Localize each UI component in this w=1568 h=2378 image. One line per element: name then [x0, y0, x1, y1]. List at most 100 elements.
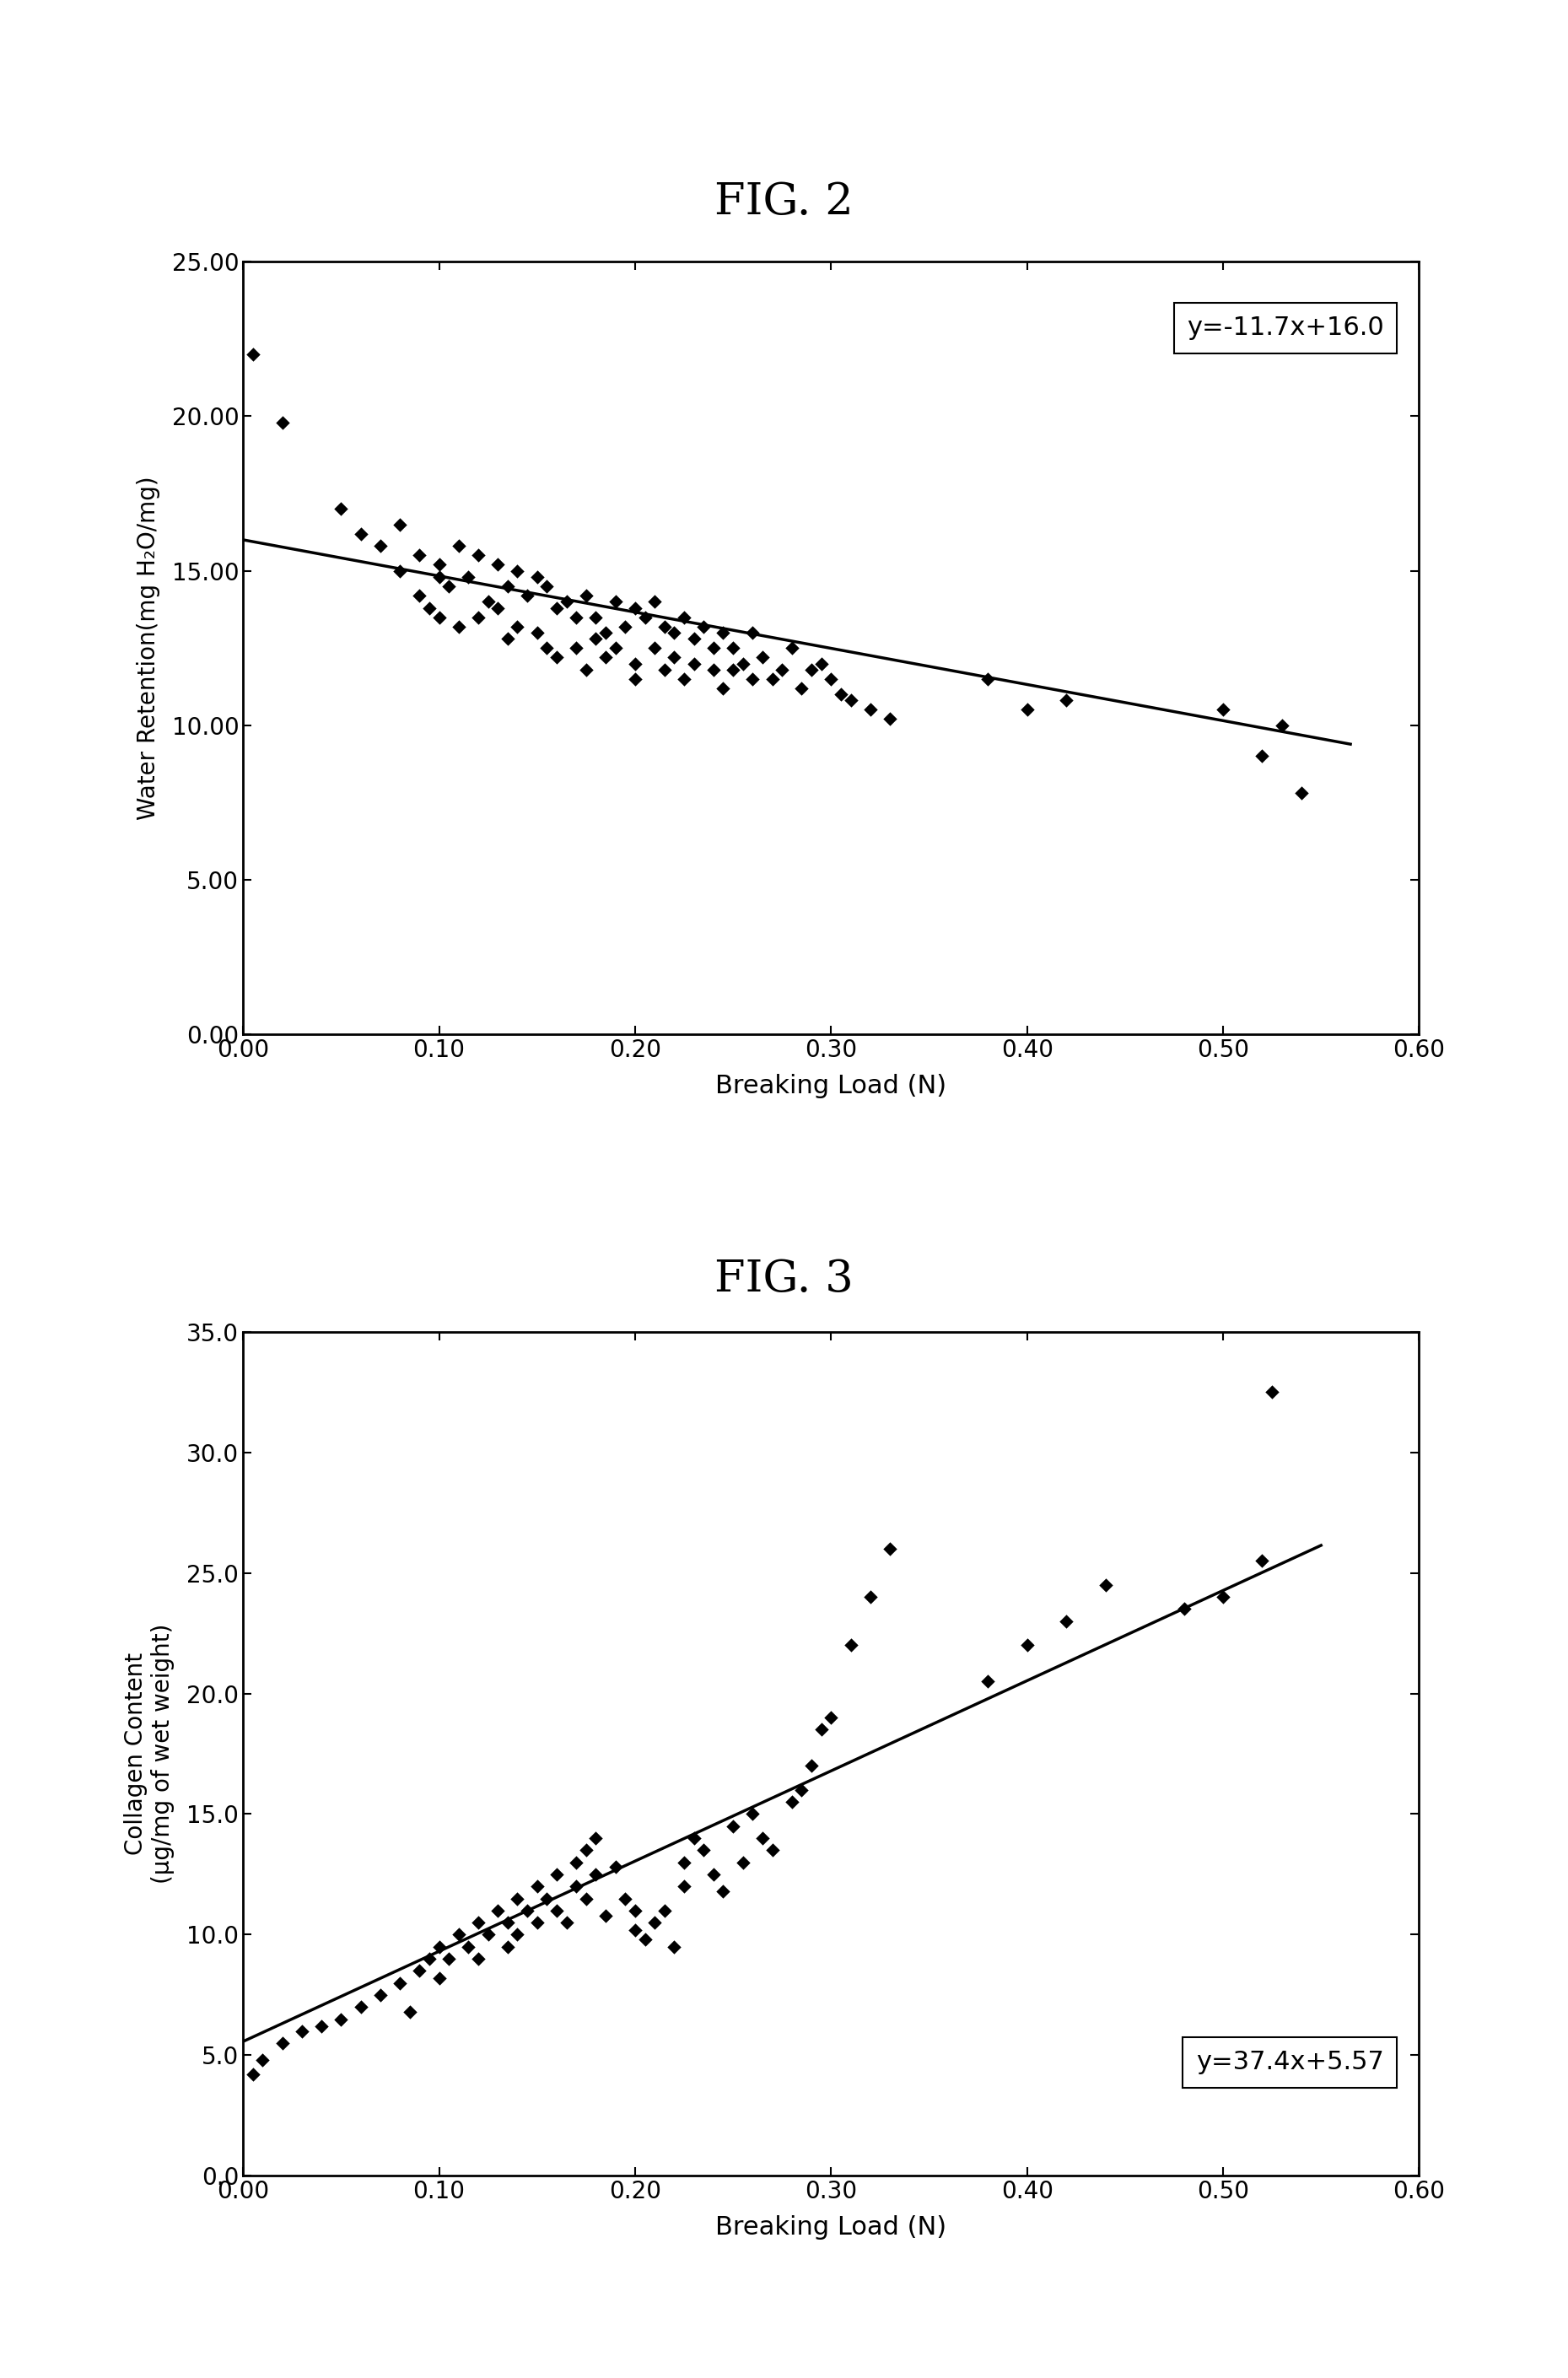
Point: [505, 1879, 530, 1917]
X-axis label: Breaking Load (N): Breaking Load (N): [715, 1075, 947, 1099]
Point: [505, 1917, 530, 1955]
Point: [740, 614, 765, 652]
Point: [309, 2007, 334, 2045]
Point: [613, 1879, 638, 1917]
Point: [641, 1902, 666, 1940]
Point: [602, 630, 627, 668]
Point: [632, 599, 657, 637]
Point: [535, 568, 560, 606]
Point: [622, 661, 648, 699]
Point: [387, 552, 412, 590]
Point: [544, 1855, 569, 1893]
Point: [445, 1917, 470, 1955]
Point: [574, 575, 599, 614]
Point: [662, 614, 687, 652]
Point: [1210, 1579, 1236, 1617]
Point: [837, 1627, 862, 1665]
Point: [270, 2024, 295, 2062]
Point: [809, 1710, 834, 1748]
Point: [809, 644, 834, 682]
Point: [426, 1959, 452, 1998]
Point: [583, 621, 608, 659]
Point: [240, 335, 265, 373]
Point: [564, 1843, 590, 1881]
Point: [652, 606, 677, 644]
Point: [505, 606, 530, 644]
Point: [426, 545, 452, 583]
Point: [387, 1964, 412, 2002]
Point: [495, 1902, 521, 1940]
Point: [574, 652, 599, 690]
Point: [720, 1807, 746, 1845]
Point: [602, 1848, 627, 1886]
Point: [535, 630, 560, 668]
Point: [495, 621, 521, 659]
Point: [1093, 1567, 1118, 1605]
Text: y=37.4x+5.57: y=37.4x+5.57: [1196, 2050, 1383, 2074]
Point: [583, 1819, 608, 1857]
Point: [789, 668, 814, 706]
Point: [466, 1940, 491, 1978]
Point: [426, 1929, 452, 1967]
Point: [1250, 1541, 1275, 1579]
Point: [574, 1831, 599, 1869]
Point: [417, 1940, 442, 1978]
Point: [564, 1867, 590, 1905]
Point: [720, 630, 746, 668]
Point: [641, 630, 666, 668]
Point: [328, 490, 353, 528]
Point: [622, 1912, 648, 1950]
Point: [1250, 737, 1275, 775]
Point: [544, 1891, 569, 1929]
Point: [514, 1891, 539, 1929]
Point: [289, 2012, 314, 2050]
Point: [710, 614, 735, 652]
Point: [1014, 692, 1040, 730]
Point: [975, 661, 1000, 699]
Point: [486, 1891, 511, 1929]
Point: [681, 644, 706, 682]
Point: [701, 1855, 726, 1893]
Point: [1054, 682, 1079, 721]
Point: [671, 661, 696, 699]
Point: [466, 1902, 491, 1940]
Point: [779, 1784, 804, 1822]
Point: [456, 559, 481, 597]
Point: [671, 1867, 696, 1905]
Point: [878, 1529, 903, 1567]
Point: [535, 1879, 560, 1917]
Point: [818, 661, 844, 699]
Point: [417, 590, 442, 628]
Point: [731, 644, 756, 682]
Point: [583, 1855, 608, 1893]
Point: [681, 1819, 706, 1857]
Point: [466, 599, 491, 637]
Point: [1270, 706, 1295, 744]
Point: [495, 1929, 521, 1967]
Point: [691, 1831, 717, 1869]
Point: [622, 644, 648, 682]
Point: [740, 1795, 765, 1833]
Point: [406, 575, 431, 614]
Point: [524, 559, 549, 597]
Point: [622, 1891, 648, 1929]
Point: [691, 606, 717, 644]
Point: [1054, 1603, 1079, 1641]
Point: [367, 528, 392, 566]
Point: [731, 1843, 756, 1881]
Point: [475, 1917, 500, 1955]
Point: [858, 692, 883, 730]
Point: [878, 699, 903, 737]
Point: [593, 1895, 618, 1933]
Point: [662, 637, 687, 675]
Point: [367, 1976, 392, 2014]
Point: [270, 404, 295, 442]
Point: [641, 583, 666, 621]
Point: [613, 606, 638, 644]
Point: [593, 637, 618, 675]
Text: FIG. 2: FIG. 2: [715, 181, 853, 224]
Point: [524, 1902, 549, 1940]
Point: [740, 661, 765, 699]
Point: [466, 537, 491, 575]
Point: [759, 661, 784, 699]
